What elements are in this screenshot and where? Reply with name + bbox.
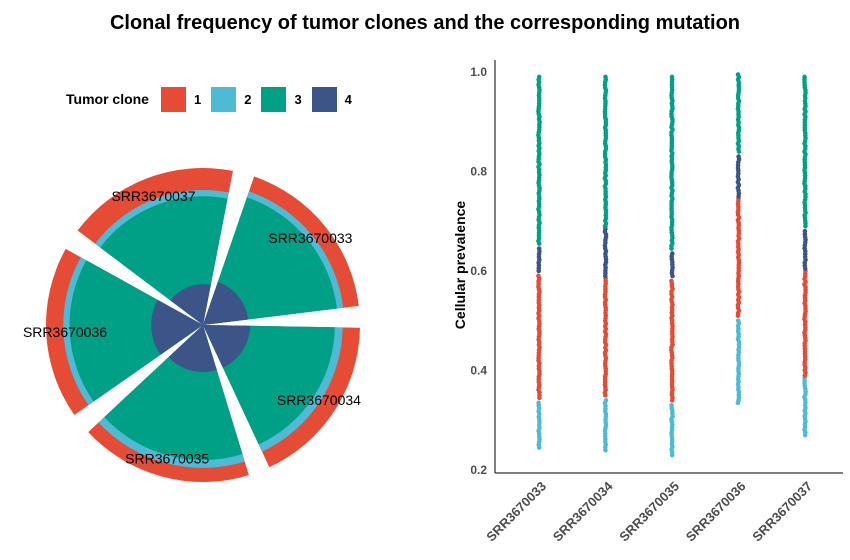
cluster-SRR3670036-clone-2	[735, 318, 742, 406]
polar-label-SRR3670036: SRR3670036	[23, 324, 107, 340]
polar-label-SRR3670037: SRR3670037	[111, 188, 195, 204]
cluster-SRR3670034-clone-3	[602, 74, 609, 229]
data-point	[536, 246, 542, 251]
data-point	[669, 278, 674, 284]
polar-sector-SRR3670034	[203, 325, 360, 468]
legend-label-clone-1: 1	[193, 91, 202, 107]
cluster-SRR3670035-clone-2	[669, 403, 675, 458]
data-point	[735, 318, 741, 324]
y-tick-label: 0.6	[470, 264, 487, 278]
data-point	[802, 74, 807, 80]
y-axis-title: Cellular prevalence	[452, 201, 468, 330]
data-point	[536, 74, 542, 80]
y-tick-label: 0.8	[470, 165, 487, 179]
polar-label-SRR3670035: SRR3670035	[125, 451, 209, 467]
x-tick-label-SRR3670036: SRR3670036	[683, 479, 749, 545]
legend-label-clone-3: 3	[294, 91, 302, 107]
cluster-SRR3670033-clone-2	[536, 400, 542, 450]
cluster-SRR3670034-clone-2	[602, 398, 609, 453]
x-tick-label-SRR3670034: SRR3670034	[550, 478, 616, 544]
data-point	[603, 398, 609, 403]
data-point	[669, 74, 675, 80]
polar-sector-SRR3670033	[203, 176, 359, 325]
cluster-SRR3670035-clone-4	[669, 251, 675, 279]
polar-bar-SRR3670033-clone-3	[203, 197, 338, 325]
polar-bar-SRR3670035-clone-4	[168, 325, 217, 373]
cluster-SRR3670035-clone-1	[669, 278, 675, 403]
data-point	[536, 273, 541, 279]
legend-item-clone-4: 4	[311, 86, 352, 112]
cluster-SRR3670033-clone-3	[536, 74, 542, 246]
polar-bar-SRR3670036-clone-4	[151, 299, 203, 355]
legend-swatch-clone-1	[160, 86, 186, 112]
polar-sector-SRR3670035	[88, 325, 249, 482]
legend-title: Tumor clone	[66, 91, 149, 107]
polar-label-SRR3670033: SRR3670033	[268, 230, 352, 246]
cluster-SRR3670037-clone-2	[802, 375, 808, 438]
legend-label-clone-2: 2	[244, 91, 252, 107]
figure-title: Clonal frequency of tumor clones and the…	[109, 12, 741, 34]
cluster-SRR3670036-clone-4	[735, 154, 742, 199]
cluster-SRR3670034-clone-1	[602, 276, 609, 398]
cluster-SRR3670035-clone-3	[669, 74, 675, 251]
y-tick-label: 0.2	[470, 463, 487, 477]
legend-item-clone-1: 1	[160, 86, 202, 112]
x-tick-label-SRR3670035: SRR3670035	[616, 479, 682, 545]
cluster-SRR3670036-clone-1	[735, 196, 742, 319]
cluster-SRR3670037-clone-3	[802, 74, 808, 229]
legend-swatch-clone-3	[261, 86, 287, 112]
cluster-SRR3670037-clone-1	[802, 268, 808, 378]
legend: Tumor clone 1 2 3 4	[66, 86, 362, 112]
legend-swatch-clone-2	[211, 86, 237, 112]
data-point	[669, 251, 675, 256]
cluster-SRR3670037-clone-4	[802, 228, 808, 271]
data-point	[669, 403, 674, 408]
data-point	[603, 74, 608, 80]
legend-swatch-clone-4	[311, 86, 337, 112]
data-point	[735, 72, 741, 77]
legend-item-clone-2: 2	[211, 86, 252, 112]
x-tick-label-SRR3670037: SRR3670037	[749, 479, 815, 545]
polar-bar-SRR3670037-clone-4	[170, 284, 211, 325]
y-tick-label: 0.4	[470, 364, 487, 378]
y-tick-label: 1.0	[470, 65, 487, 79]
data-point	[736, 154, 741, 159]
cluster-SRR3670036-clone-3	[735, 72, 742, 154]
polar-bar-SRR3670033-clone-4	[203, 281, 249, 325]
polar-bar-SRR3670034-clone-4	[203, 325, 251, 368]
legend-label-clone-4: 4	[344, 91, 352, 107]
cluster-SRR3670033-clone-1	[536, 273, 542, 401]
polar-sector-SRR3670036	[45, 248, 204, 416]
cluster-SRR3670033-clone-4	[536, 246, 542, 274]
data-point	[536, 400, 541, 406]
polar-bar-SRR3670036-clone-3	[69, 260, 203, 402]
polar-sector-SRR3670037	[77, 167, 233, 325]
polar-label-SRR3670034: SRR3670034	[277, 392, 361, 408]
cluster-SRR3670034-clone-4	[602, 223, 609, 279]
legend-item-clone-3: 3	[261, 86, 302, 112]
data-point	[802, 228, 808, 234]
x-tick-label-SRR3670033: SRR3670033	[483, 479, 549, 545]
